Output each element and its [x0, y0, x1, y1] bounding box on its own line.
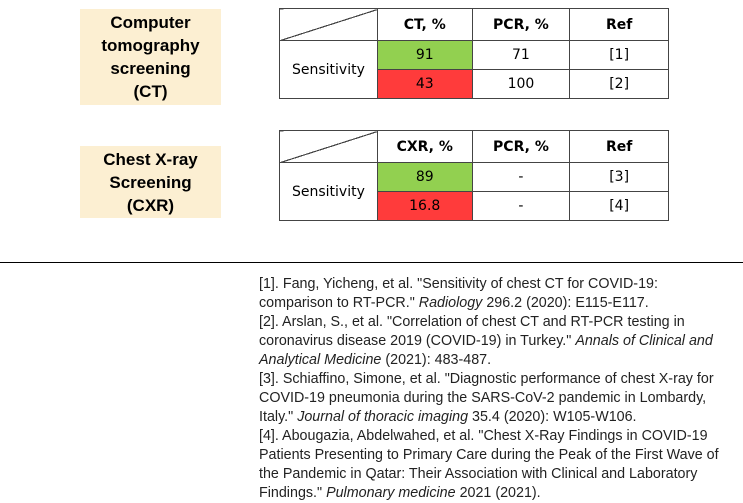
reference-item: [2]. Arslan, S., et al. "Correlation of …	[259, 313, 735, 370]
column-header: CXR, %	[376, 130, 473, 163]
column-header: Ref	[569, 8, 669, 41]
references-list: [1]. Fang, Yicheng, et al. "Sensitivity …	[259, 275, 735, 503]
cxr-label-box: Chest X-ray Screening (CXR)	[80, 146, 221, 218]
ct-label-line: Computer	[110, 13, 191, 32]
row-label: Sensitivity	[279, 40, 378, 99]
ref-cell: [2]	[569, 69, 669, 99]
reference-text: 35.4 (2020): W105-W106.	[468, 409, 637, 425]
reference-journal: Journal of thoracic imaging	[297, 409, 469, 425]
table-row: Sensitivity 91 71 [1]	[279, 40, 669, 99]
pcr-value-cell: -	[471, 191, 571, 221]
ct-label-line: screening	[110, 59, 191, 78]
reference-text: [4]. Abougazia, Abdelwahed, et al. "Ches…	[259, 428, 719, 501]
reference-journal: Annals of Clinical and Analytical Medici…	[259, 333, 713, 368]
cxr-value-cell: 89	[376, 162, 473, 192]
ct-label-line: tomography	[101, 36, 200, 55]
cxr-label-line: Screening	[109, 172, 192, 192]
ct-label-box: Computer tomography screening (CT)	[80, 9, 221, 105]
ct-value-cell: 43	[376, 69, 473, 99]
reference-text: 2021 (2021).	[455, 485, 541, 501]
reference-text: (2021): 483-487.	[381, 352, 492, 368]
reference-text: 296.2 (2020): E115-E117.	[482, 295, 649, 311]
cxr-label-line: (CXR)	[126, 195, 175, 215]
divider-line	[0, 262, 743, 263]
ct-value-cell: 91	[376, 40, 473, 70]
table-header-row: CT, % PCR, % Ref	[279, 8, 669, 41]
table-header-row: CXR, % PCR, % Ref	[279, 130, 669, 163]
ct-sensitivity-table: CT, % PCR, % Ref Sensitivity 91 71 [1] 4…	[279, 8, 669, 99]
column-header: PCR, %	[471, 8, 571, 41]
ct-label-line: (CT)	[133, 82, 168, 101]
ref-cell: [3]	[569, 162, 669, 192]
column-header: Ref	[569, 130, 669, 163]
ref-cell: [4]	[569, 191, 669, 221]
table-row: 16.8 - [4]	[280, 191, 669, 221]
ref-cell: [1]	[569, 40, 669, 70]
table-row: Sensitivity 89 - [3]	[279, 162, 669, 221]
reference-item: [1]. Fang, Yicheng, et al. "Sensitivity …	[259, 275, 735, 313]
column-header: PCR, %	[471, 130, 571, 163]
column-header: CT, %	[376, 8, 473, 41]
diagonal-corner-cell	[279, 8, 378, 41]
reference-item: [4]. Abougazia, Abdelwahed, et al. "Ches…	[259, 427, 735, 503]
pcr-value-cell: -	[471, 162, 571, 192]
pcr-value-cell: 100	[471, 69, 571, 99]
pcr-value-cell: 71	[471, 40, 571, 70]
reference-text: [3]. Schiaffino, Simone, et al. "Diagnos…	[259, 371, 714, 425]
row-label: Sensitivity	[279, 162, 378, 221]
reference-text: [2]. Arslan, S., et al. "Correlation of …	[259, 314, 685, 349]
cxr-sensitivity-table: CXR, % PCR, % Ref Sensitivity 89 - [3] 1…	[279, 130, 669, 221]
cxr-value-cell: 16.8	[376, 191, 473, 221]
table-row: 43 100 [2]	[280, 69, 669, 99]
reference-item: [3]. Schiaffino, Simone, et al. "Diagnos…	[259, 370, 735, 427]
reference-text: [1]. Fang, Yicheng, et al. "Sensitivity …	[259, 276, 658, 311]
reference-journal: Pulmonary medicine	[326, 485, 456, 501]
diagonal-corner-cell	[279, 130, 378, 163]
cxr-label-line: Chest X-ray	[103, 149, 198, 169]
reference-journal: Radiology	[418, 295, 483, 311]
